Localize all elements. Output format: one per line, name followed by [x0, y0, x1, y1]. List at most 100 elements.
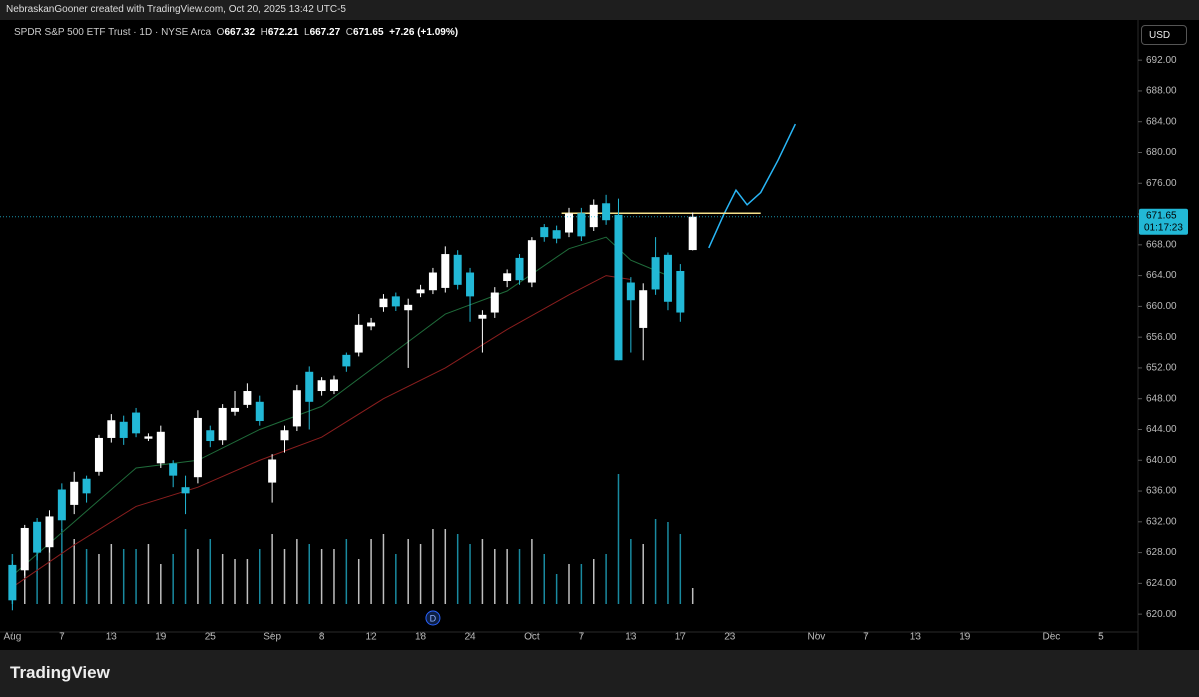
candle-body	[639, 290, 648, 328]
candle-body	[577, 213, 586, 237]
candle-body	[33, 521, 42, 553]
candle-body	[82, 478, 91, 494]
x-tick-label: 12	[366, 632, 378, 643]
y-tick-label: 648.00	[1146, 393, 1177, 404]
ohlc-value: 667.32	[224, 27, 256, 38]
candle-body	[676, 270, 685, 313]
candle-body	[379, 298, 388, 308]
y-tick-label: 652.00	[1146, 363, 1177, 374]
x-tick-label: 23	[724, 632, 736, 643]
candle-body	[292, 390, 301, 427]
candle-body	[354, 324, 363, 353]
x-tick-label: 24	[464, 632, 476, 643]
candle-body	[206, 430, 215, 442]
candle-body	[329, 379, 338, 392]
footer	[0, 650, 1199, 697]
y-tick-label: 628.00	[1146, 547, 1177, 558]
chart: 620.00 624.00 628.00 632.00 636.00 640.00 644.…	[0, 20, 1188, 650]
last-price-label: 671.65	[1146, 210, 1177, 221]
x-tick-label: 17	[675, 632, 687, 643]
candle-body	[305, 371, 314, 402]
candle-body	[94, 437, 103, 472]
brand-name: TradingView	[10, 663, 110, 682]
y-tick-label: 660.00	[1146, 301, 1177, 312]
y-tick-label: 656.00	[1146, 332, 1177, 343]
candle-body	[119, 421, 128, 438]
candle-body	[169, 463, 178, 476]
candle-body	[428, 272, 437, 291]
x-tick-label: 8	[319, 632, 325, 643]
candle-body	[663, 254, 672, 302]
x-tick-label: 13	[106, 632, 118, 643]
ohlc-label: C	[345, 27, 353, 38]
x-tick-label: 7	[579, 632, 585, 643]
candle-body	[367, 322, 376, 327]
x-tick-label: Dec	[1043, 632, 1061, 643]
legend: SPDR S&P 500 ETF Trust · 1D · NYSE Arca …	[14, 27, 458, 38]
x-tick-label: 13	[625, 632, 637, 643]
candle-body	[193, 417, 202, 478]
candle-body	[540, 227, 549, 238]
candle-body	[342, 354, 351, 367]
candle-body	[156, 431, 165, 464]
last-price-box	[1139, 208, 1188, 235]
y-tick-label: 664.00	[1146, 270, 1177, 281]
x-tick-label: 19	[155, 632, 167, 643]
dividend-marker	[425, 610, 441, 626]
candle-body	[268, 459, 277, 483]
x-tick-label: 19	[959, 632, 971, 643]
x-tick-label: 5	[1098, 632, 1104, 643]
indicator-line	[12, 275, 631, 588]
candle-body	[20, 527, 29, 571]
y-tick-label: 620.00	[1146, 609, 1177, 620]
candle-body	[602, 203, 611, 221]
ohlc-label: L	[304, 27, 310, 38]
y-tick-label: 676.00	[1146, 178, 1177, 189]
candle-body	[144, 436, 153, 439]
x-tick-label: 7	[863, 632, 869, 643]
candle-body	[490, 292, 499, 313]
candle-body	[614, 214, 623, 361]
ohlc-value: 672.21	[267, 27, 299, 38]
x-tick-label: 7	[59, 632, 65, 643]
candle-body	[132, 412, 141, 434]
ohlc-value: 671.65	[352, 27, 384, 38]
candle-body	[565, 213, 573, 233]
y-tick-label: 632.00	[1146, 516, 1177, 527]
y-tick-label: 692.00	[1146, 55, 1177, 66]
x-tick-label: Sep	[263, 632, 281, 643]
symbol-title: SPDR S&P 500 ETF Trust · 1D · NYSE Arca	[14, 27, 212, 38]
y-tick-label: 680.00	[1146, 147, 1177, 158]
candle-body	[57, 489, 66, 521]
y-tick-label: 644.00	[1146, 424, 1177, 435]
candle-body	[317, 380, 326, 392]
candle-body	[231, 407, 240, 412]
currency-button[interactable]: USD	[1141, 25, 1187, 45]
candle-body	[478, 314, 487, 319]
y-tick-label: 636.00	[1146, 486, 1177, 497]
candle-body	[107, 420, 116, 438]
candle-body	[688, 216, 697, 251]
candle-body	[466, 272, 475, 297]
candle-body	[181, 487, 190, 494]
indicator-line	[12, 236, 669, 577]
x-tick-label: 18	[415, 632, 427, 643]
y-tick-label: 684.00	[1146, 116, 1177, 127]
candle-body	[70, 481, 79, 505]
x-tick-label: 25	[205, 632, 217, 643]
y-tick-label: 624.00	[1146, 578, 1177, 589]
candle-body	[552, 230, 561, 239]
y-tick-label: 668.00	[1146, 239, 1177, 250]
x-tick-label: Oct	[524, 632, 540, 643]
candle-body	[45, 516, 54, 548]
x-tick-label: 13	[910, 632, 922, 643]
candle-body	[416, 289, 425, 294]
dividend-label: D	[430, 613, 437, 623]
brand-logo: TradingView	[10, 663, 110, 683]
candle-body	[515, 257, 524, 281]
candle-body	[404, 304, 413, 311]
candle-body	[453, 254, 462, 285]
candle-body	[503, 273, 512, 281]
candle-body	[589, 204, 598, 228]
